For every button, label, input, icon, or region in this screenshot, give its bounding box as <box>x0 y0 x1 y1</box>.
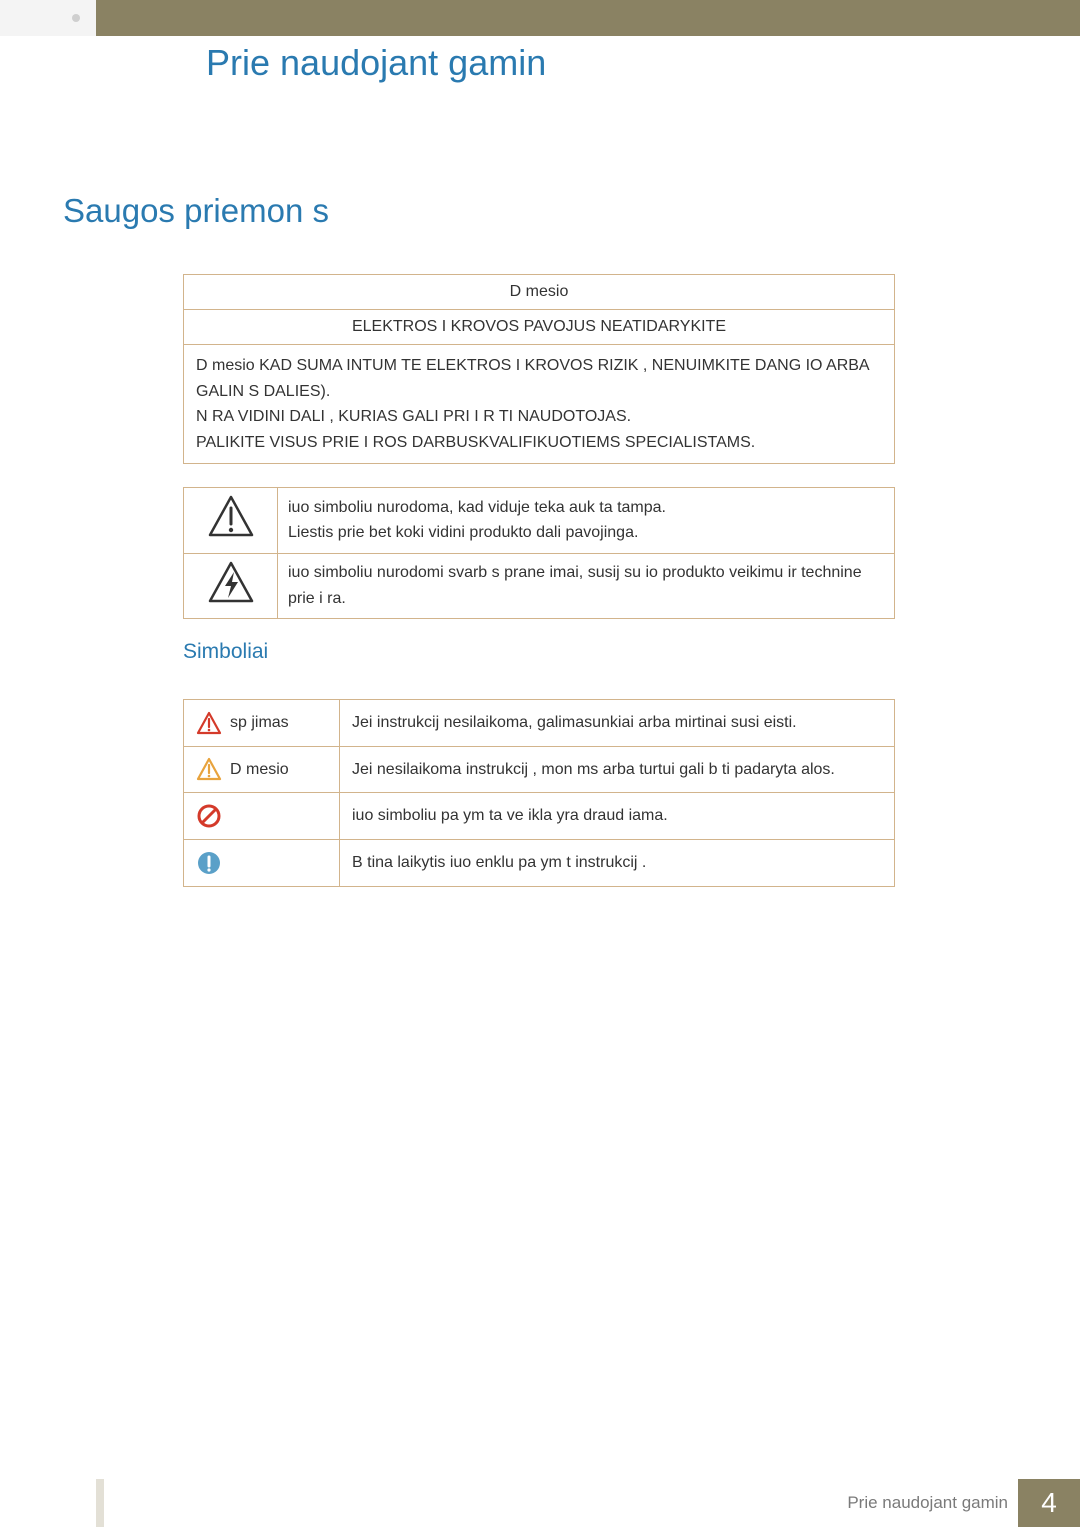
caution-line-2: N RA VIDINI DALI , KURIAS GALI PRI I R T… <box>196 404 882 430</box>
symbol-desc-1-line1: iuo simboliu nurodoma, kad viduje teka a… <box>288 495 884 521</box>
caution-table: D mesio ELEKTROS I KROVOS PAVOJUS NEATID… <box>183 274 895 464</box>
symbol-desc-1: iuo simboliu nurodoma, kad viduje teka a… <box>278 488 895 554</box>
header-tab <box>0 0 96 36</box>
page-title: Prie naudojant gamin <box>206 42 546 84</box>
caution-row-1: D mesio <box>184 275 895 310</box>
legend-label-cell <box>184 840 340 887</box>
symbol-desc-2: iuo simboliu nurodomi svarb s prane imai… <box>278 553 895 619</box>
caution-line-1: D mesio KAD SUMA INTUM TE ELEKTROS I KRO… <box>196 353 882 404</box>
warning-amber-icon <box>196 757 222 781</box>
legend-label-cell: D mesio <box>184 746 340 793</box>
symbol-icon-exclamation <box>184 488 278 554</box>
legend-row: iuo simboliu pa ym ta ve ikla yra draud … <box>184 793 895 840</box>
legend-row: D mesio Jei nesilaikoma instrukcij , mon… <box>184 746 895 793</box>
legend-row: B tina laikytis iuo enklu pa ym t instru… <box>184 840 895 887</box>
legend-desc: Jei nesilaikoma instrukcij , mon ms arba… <box>340 746 895 793</box>
legend-desc: iuo simboliu pa ym ta ve ikla yra draud … <box>340 793 895 840</box>
caution-body: D mesio KAD SUMA INTUM TE ELEKTROS I KRO… <box>184 345 895 464</box>
legend-desc: Jei instrukcij nesilaikoma, galimasunkia… <box>340 700 895 747</box>
subheading-simboliai: Simboliai <box>183 640 268 664</box>
legend-label-cell <box>184 793 340 840</box>
legend-row: sp jimas Jei instrukcij nesilaikoma, gal… <box>184 700 895 747</box>
info-icon <box>196 850 222 876</box>
legend-label-text: D mesio <box>230 757 289 783</box>
symbol-desc-1-line2: Liestis prie bet koki vidini produkto da… <box>288 520 884 546</box>
section-heading: Saugos priemon s <box>63 192 329 230</box>
footer-label: Prie naudojant gamin <box>847 1479 1008 1527</box>
legend-table: sp jimas Jei instrukcij nesilaikoma, gal… <box>183 699 895 887</box>
footer: Prie naudojant gamin 4 <box>0 1479 1080 1527</box>
legend-desc: B tina laikytis iuo enklu pa ym t instru… <box>340 840 895 887</box>
footer-decor <box>96 1479 104 1527</box>
caution-line-3: PALIKITE VISUS PRIE I ROS DARBUSKVALIFIK… <box>196 430 882 456</box>
header-bar <box>0 0 1080 36</box>
symbol-table: iuo simboliu nurodoma, kad viduje teka a… <box>183 487 895 619</box>
decorative-dot <box>72 14 80 22</box>
warning-red-icon <box>196 711 222 735</box>
prohibit-icon <box>196 803 222 829</box>
page-number: 4 <box>1018 1479 1080 1527</box>
legend-label-cell: sp jimas <box>184 700 340 747</box>
legend-label-text: sp jimas <box>230 710 289 736</box>
symbol-icon-lightning <box>184 553 278 619</box>
caution-row-2: ELEKTROS I KROVOS PAVOJUS NEATIDARYKITE <box>184 310 895 345</box>
